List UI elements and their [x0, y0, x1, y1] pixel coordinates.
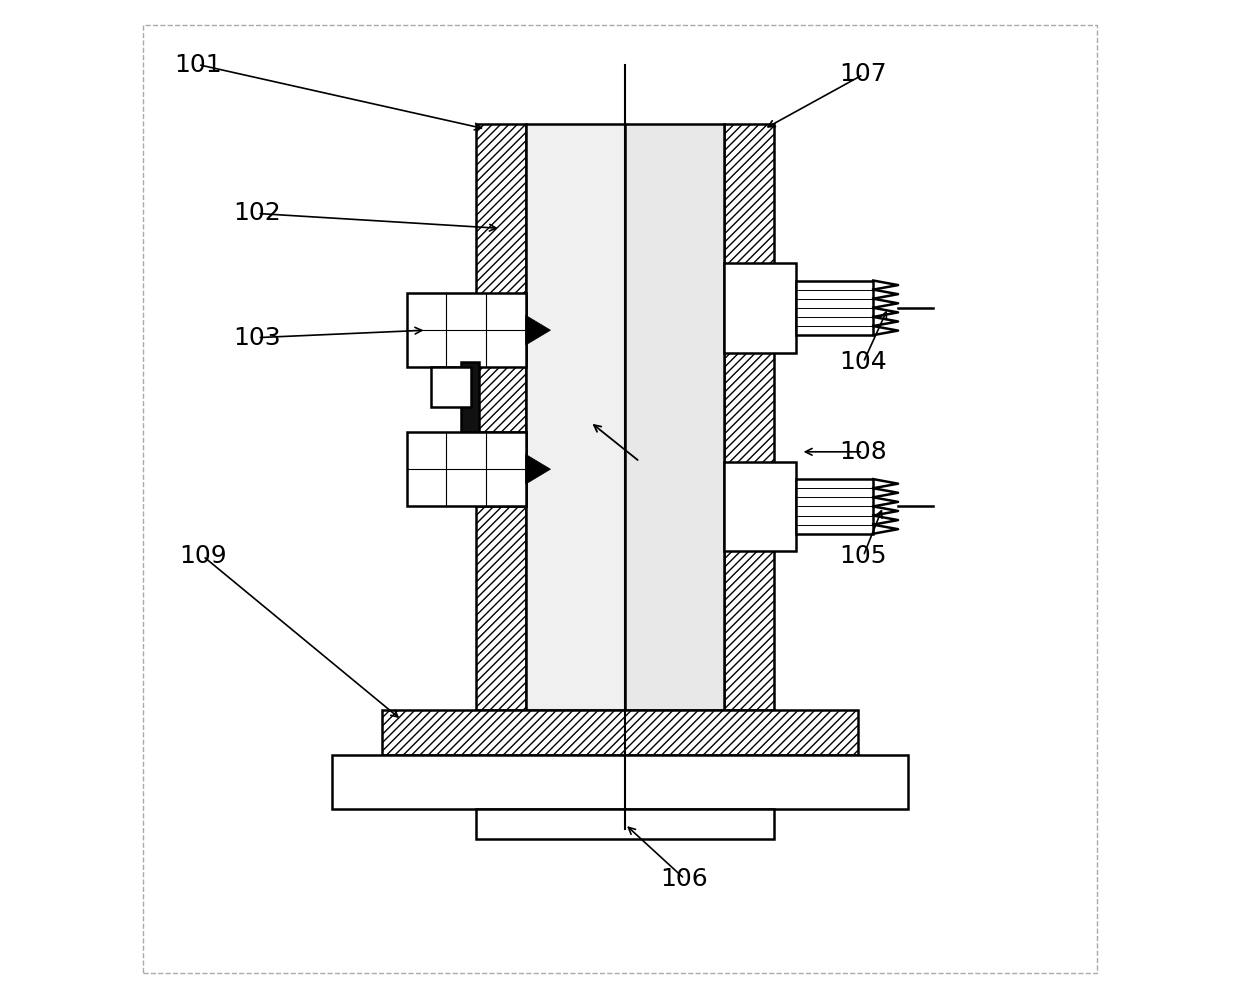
Bar: [796, 281, 873, 336]
Text: 102: 102: [233, 202, 281, 225]
Bar: [461, 362, 479, 432]
Bar: [476, 124, 526, 710]
Bar: [332, 755, 908, 809]
Bar: [526, 124, 625, 710]
Text: 105: 105: [839, 544, 887, 568]
Text: 109: 109: [179, 544, 227, 568]
Polygon shape: [526, 316, 551, 346]
Text: 106: 106: [661, 867, 708, 891]
Text: 104: 104: [839, 351, 887, 374]
Bar: [476, 809, 774, 839]
Text: 108: 108: [839, 440, 887, 464]
Bar: [724, 263, 796, 353]
Bar: [382, 710, 858, 755]
Text: 101: 101: [174, 53, 222, 76]
Text: 103: 103: [234, 326, 281, 350]
Bar: [724, 462, 796, 551]
Bar: [476, 432, 526, 506]
Bar: [407, 432, 526, 506]
Bar: [432, 367, 471, 407]
Bar: [724, 124, 774, 710]
Bar: [796, 480, 873, 534]
Bar: [476, 298, 526, 362]
Polygon shape: [526, 455, 551, 485]
Bar: [407, 293, 526, 367]
Text: 107: 107: [839, 63, 887, 86]
Bar: [625, 124, 724, 710]
